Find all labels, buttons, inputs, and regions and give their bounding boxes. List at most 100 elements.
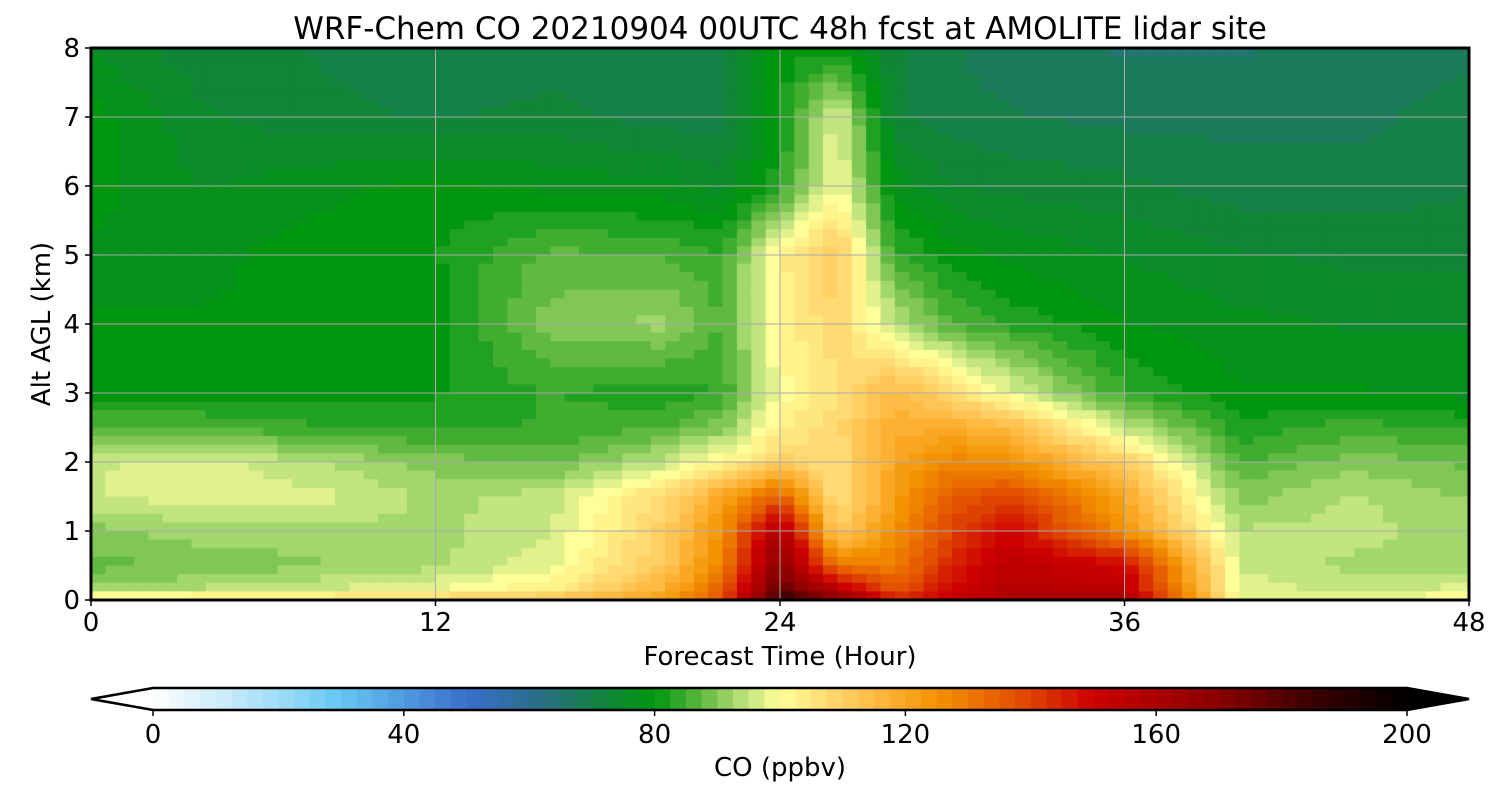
heatmap-cell xyxy=(736,315,752,325)
heatmap-cell xyxy=(449,91,465,101)
heatmap-cell xyxy=(1196,48,1212,58)
heatmap-cell xyxy=(378,263,394,273)
heatmap-cell xyxy=(708,82,724,92)
heatmap-cell xyxy=(780,289,795,299)
heatmap-cell xyxy=(162,289,178,299)
heatmap-cell xyxy=(191,151,207,161)
heatmap-cell xyxy=(1009,272,1025,282)
heatmap-cell xyxy=(736,220,752,230)
heatmap-cell xyxy=(134,332,150,342)
heatmap-cell xyxy=(980,99,996,109)
heatmap-cell xyxy=(1052,444,1068,454)
heatmap-cell xyxy=(1181,177,1197,187)
heatmap-cell xyxy=(980,194,996,204)
heatmap-cell xyxy=(435,427,451,437)
heatmap-cell xyxy=(535,384,551,394)
heatmap-cell xyxy=(91,125,106,135)
heatmap-cell xyxy=(650,418,666,429)
heatmap-cell xyxy=(119,108,135,118)
heatmap-cell xyxy=(1354,186,1370,196)
heatmap-cell xyxy=(1354,462,1370,472)
heatmap-cell xyxy=(378,91,394,101)
heatmap-cell xyxy=(291,349,307,360)
heatmap-cell xyxy=(406,479,422,489)
heatmap-cell xyxy=(794,427,810,437)
heatmap-cell xyxy=(134,237,150,247)
heatmap-cell xyxy=(1354,246,1370,256)
heatmap-cell xyxy=(966,393,982,403)
heatmap-cell xyxy=(449,436,465,446)
heatmap-cell xyxy=(722,272,738,282)
heatmap-cell xyxy=(1052,186,1068,196)
heatmap-cell xyxy=(780,479,795,489)
heatmap-cell xyxy=(1181,315,1197,325)
heatmap-cell xyxy=(823,255,839,265)
heatmap-cell xyxy=(220,444,236,454)
heatmap-cell xyxy=(1368,280,1384,291)
heatmap-cell xyxy=(1253,410,1269,420)
heatmap-cell xyxy=(105,324,121,334)
heatmap-cell xyxy=(162,470,178,480)
heatmap-cell xyxy=(1167,125,1183,135)
heatmap-cell xyxy=(378,349,394,360)
heatmap-cell xyxy=(1425,263,1441,273)
heatmap-cell xyxy=(492,470,508,480)
heatmap-cell xyxy=(421,82,437,92)
heatmap-cell xyxy=(406,444,422,454)
heatmap-cell xyxy=(980,393,996,403)
heatmap-cell xyxy=(421,255,437,265)
heatmap-cell xyxy=(363,462,379,472)
heatmap-cell xyxy=(306,65,322,75)
heatmap-cell xyxy=(622,168,638,178)
heatmap-cell xyxy=(564,255,580,265)
heatmap-cell xyxy=(1210,324,1226,334)
heatmap-cell xyxy=(1110,479,1126,489)
heatmap-cell xyxy=(1138,462,1154,472)
heatmap-cell xyxy=(708,220,724,230)
heatmap-cell xyxy=(1296,453,1312,463)
heatmap-cell xyxy=(808,315,824,325)
heatmap-cell xyxy=(1067,203,1083,213)
heatmap-cell xyxy=(1311,401,1327,411)
heatmap-cell xyxy=(464,418,480,429)
heatmap-cell xyxy=(636,134,652,144)
heatmap-cell xyxy=(378,289,394,299)
heatmap-cell xyxy=(952,255,968,265)
heatmap-cell xyxy=(1081,444,1097,454)
heatmap-cell xyxy=(837,56,853,66)
heatmap-cell xyxy=(1138,324,1154,334)
heatmap-cell xyxy=(765,444,781,454)
heatmap-cell xyxy=(966,349,982,360)
heatmap-cell xyxy=(923,444,939,454)
heatmap-cell xyxy=(421,332,437,342)
heatmap-cell xyxy=(378,384,394,394)
heatmap-cell xyxy=(1181,220,1197,230)
heatmap-cell xyxy=(1425,436,1441,446)
heatmap-cell xyxy=(880,125,896,135)
heatmap-cell xyxy=(909,272,925,282)
heatmap-cell xyxy=(751,298,767,308)
heatmap-cell xyxy=(1153,125,1169,135)
heatmap-cell xyxy=(1095,332,1111,342)
heatmap-cell xyxy=(679,479,695,489)
heatmap-cell xyxy=(607,462,623,472)
heatmap-cell xyxy=(392,82,408,92)
heatmap-cell xyxy=(1339,289,1355,299)
heatmap-cell xyxy=(1368,470,1384,480)
heatmap-cell xyxy=(234,349,250,360)
heatmap-cell xyxy=(535,436,551,446)
heatmap-cell xyxy=(248,125,264,135)
heatmap-cell xyxy=(1411,246,1427,256)
heatmap-cell xyxy=(593,289,609,299)
heatmap-cell xyxy=(593,418,609,429)
heatmap-cell xyxy=(1253,367,1269,377)
heatmap-cell xyxy=(736,65,752,75)
heatmap-cell xyxy=(234,427,250,437)
heatmap-cell xyxy=(636,142,652,153)
heatmap-cell xyxy=(91,315,106,325)
heatmap-cell xyxy=(1167,203,1183,213)
heatmap-cell xyxy=(1354,177,1370,187)
heatmap-cell xyxy=(148,479,164,489)
heatmap-cell xyxy=(607,237,623,247)
heatmap-cell xyxy=(1067,134,1083,144)
